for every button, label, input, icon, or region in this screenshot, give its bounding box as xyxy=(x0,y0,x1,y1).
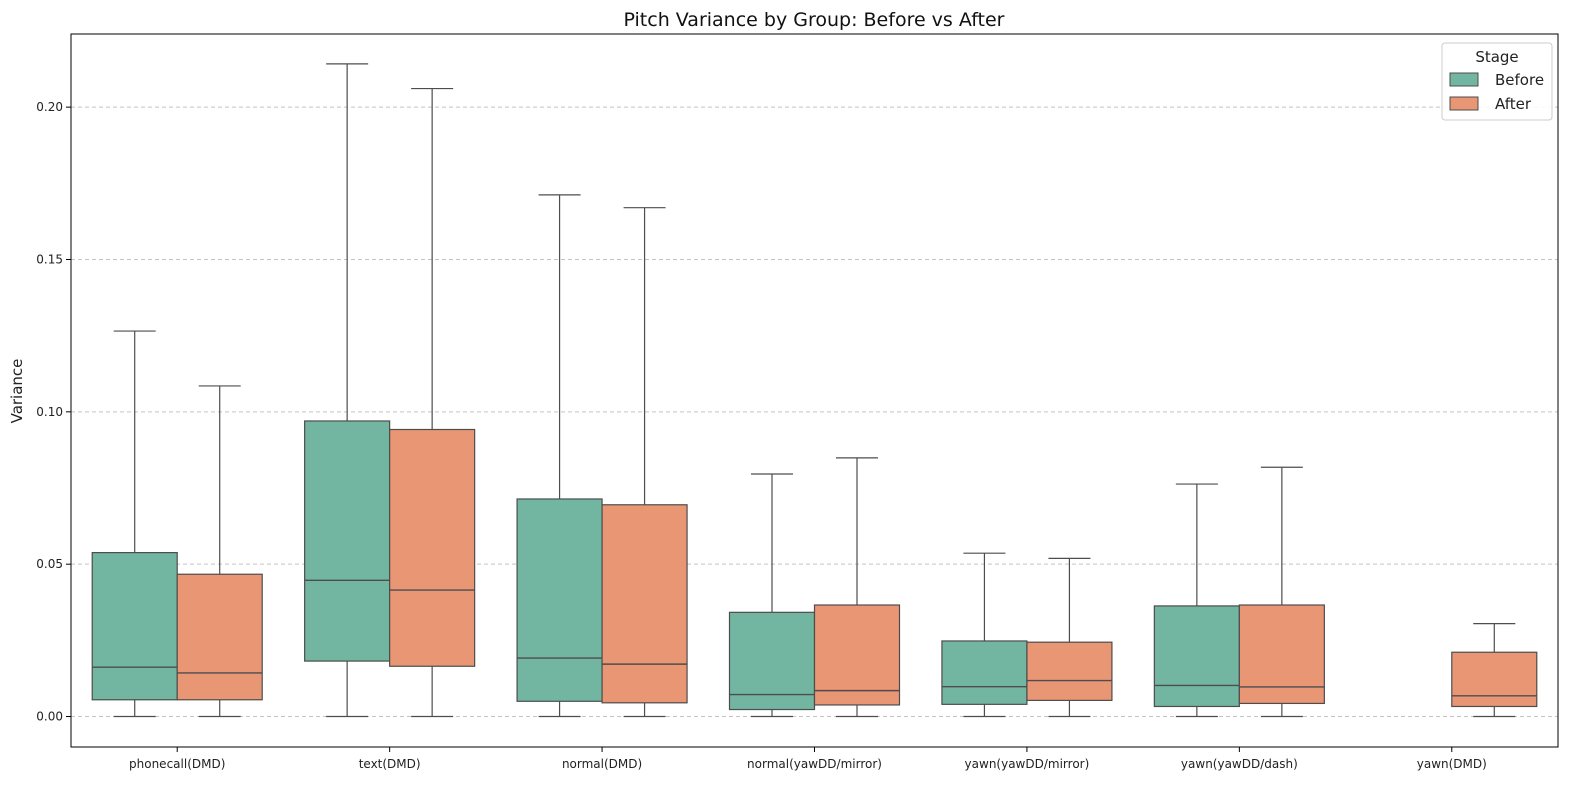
legend-title: Stage xyxy=(1475,48,1518,66)
box-before-2 xyxy=(516,194,603,718)
x-tick-label: phonecall(DMD) xyxy=(129,757,225,771)
y-tick-label: 0.00 xyxy=(36,710,63,724)
box-iqr xyxy=(1153,605,1240,708)
box-iqr xyxy=(91,552,178,701)
legend: Stage Before After xyxy=(1441,42,1553,121)
legend-swatch-after xyxy=(1449,96,1479,111)
y-axis-ticks: 0.00 0.05 0.10 0.15 0.20 xyxy=(36,100,71,724)
box-iqr xyxy=(601,504,688,704)
box-iqr xyxy=(813,604,901,706)
box-iqr xyxy=(941,640,1028,705)
box-after-4 xyxy=(1026,557,1113,718)
box-iqr xyxy=(516,498,603,702)
x-tick-label: normal(yawDD/mirror) xyxy=(747,757,882,771)
box-iqr xyxy=(1451,651,1538,708)
x-tick-label: yawn(DMD) xyxy=(1417,757,1487,771)
x-tick-label: text(DMD) xyxy=(359,757,421,771)
box-iqr xyxy=(1238,604,1325,705)
box-iqr xyxy=(304,420,391,662)
x-tick-label: normal(DMD) xyxy=(562,757,642,771)
boxes xyxy=(91,63,1538,718)
box-after-2 xyxy=(601,207,688,718)
legend-swatch-before xyxy=(1449,72,1479,87)
box-after-3 xyxy=(813,457,901,718)
box-iqr xyxy=(1026,641,1113,701)
box-before-1 xyxy=(304,63,391,718)
box-after-1 xyxy=(389,87,476,718)
y-tick-label: 0.20 xyxy=(36,100,63,114)
x-axis-ticks: phonecall(DMD) text(DMD) normal(DMD) normal… xyxy=(129,747,1487,771)
box-after-0 xyxy=(176,385,263,718)
box-after-6 xyxy=(1451,622,1538,718)
box-before-3 xyxy=(728,473,816,718)
box-iqr xyxy=(728,611,816,711)
y-tick-label: 0.15 xyxy=(36,252,63,266)
box-before-0 xyxy=(91,330,178,718)
box-iqr xyxy=(176,573,263,701)
box-iqr xyxy=(389,428,476,667)
legend-label-after: After xyxy=(1495,95,1532,113)
x-tick-label: yawn(yawDD/dash) xyxy=(1181,757,1298,771)
box-before-5 xyxy=(1153,483,1240,718)
y-tick-label: 0.10 xyxy=(36,405,63,419)
legend-label-before: Before xyxy=(1495,71,1544,89)
x-tick-label: yawn(yawDD/mirror) xyxy=(965,757,1090,771)
chart-title: Pitch Variance by Group: Before vs After xyxy=(623,9,1004,31)
y-axis-label: Variance xyxy=(8,359,26,424)
box-after-5 xyxy=(1238,466,1325,718)
y-tick-label: 0.05 xyxy=(36,557,63,571)
box-before-4 xyxy=(941,552,1028,718)
